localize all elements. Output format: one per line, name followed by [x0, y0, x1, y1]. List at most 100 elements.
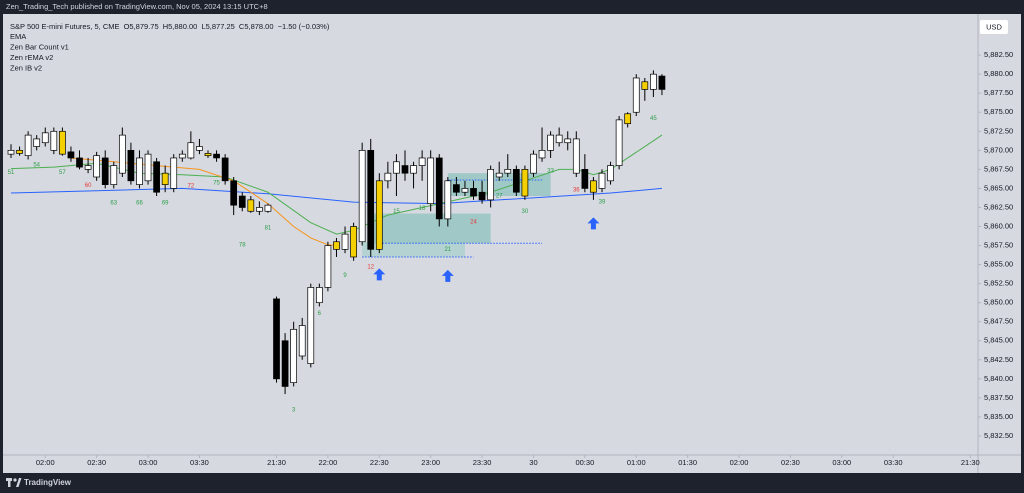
- bar-count-label: 72: [188, 184, 195, 190]
- x-tick-label: 02:00: [36, 458, 55, 467]
- signal-arrow: [441, 269, 454, 282]
- y-tick-label: 5,882.50: [984, 50, 1013, 59]
- bar-count-label: 9: [343, 273, 347, 279]
- x-tick-label: 01:30: [678, 458, 697, 467]
- candle-body: [170, 157, 178, 189]
- currency[interactable]: USD: [986, 22, 1002, 31]
- candle-body: [196, 146, 203, 151]
- candle-body: [161, 172, 169, 185]
- candle-body: [427, 157, 435, 205]
- y-tick-label: 5,832.50: [984, 431, 1013, 440]
- indicator-line: [70, 157, 337, 247]
- candle-body: [264, 204, 272, 212]
- candle-body: [93, 155, 100, 178]
- indicator-name[interactable]: Zen Bar Count v1: [10, 42, 69, 51]
- candle-body: [84, 165, 92, 170]
- candle-body: [650, 73, 657, 90]
- candle-body: [564, 138, 572, 144]
- x-tick-label: 22:30: [370, 458, 389, 467]
- indicator-line: [10, 187, 662, 205]
- ohlc-value: C5,878.00: [239, 22, 274, 31]
- x-tick-label: 00:30: [575, 458, 594, 467]
- bar-count-label: 54: [33, 162, 40, 168]
- candle-body: [144, 153, 152, 182]
- currency-box[interactable]: [980, 20, 1008, 34]
- plot-area: [7, 70, 666, 395]
- candle-body: [478, 191, 486, 201]
- bar-count-label: 81: [265, 226, 272, 232]
- candle-body: [572, 138, 580, 174]
- candle-body: [101, 157, 109, 185]
- bar-count-label: 21: [444, 247, 451, 253]
- candle-body: [470, 188, 477, 197]
- bar-count-label: 69: [162, 200, 169, 206]
- indicator-name[interactable]: EMA: [10, 32, 26, 41]
- bar-count-label: 3: [292, 408, 296, 414]
- y-tick-label: 5,860.00: [984, 221, 1013, 230]
- candle-body: [118, 134, 126, 174]
- candle-body: [615, 119, 623, 166]
- candle-body: [16, 149, 23, 154]
- y-tick-label: 5,875.00: [984, 107, 1013, 116]
- y-tick-label: 5,842.50: [984, 355, 1013, 364]
- bar-count-label: 57: [59, 170, 66, 176]
- candle-body: [238, 195, 246, 208]
- x-tick-label: 03:30: [884, 458, 903, 467]
- candle-body: [324, 245, 332, 288]
- y-tick-label: 5,870.00: [984, 145, 1013, 154]
- bar-count-label: 39: [599, 200, 606, 206]
- candle-body: [487, 169, 494, 201]
- bar-count-label: 30: [522, 209, 529, 215]
- ohlc-change: −1.50 (−0.03%): [278, 22, 330, 31]
- x-tick-label: 22:00: [319, 458, 338, 467]
- candle-body: [187, 142, 195, 159]
- brand: TradingView: [24, 478, 72, 487]
- x-tick-label: 21:30: [267, 458, 286, 467]
- chart-title: S&P 500 E-mini Futures, 5, CME: [10, 22, 120, 31]
- y-tick-label: 5,852.50: [984, 279, 1013, 288]
- candle-body: [367, 149, 375, 250]
- candle-body: [624, 113, 632, 125]
- candle-body: [7, 149, 15, 155]
- candle-body: [410, 165, 417, 174]
- y-tick-label: 5,847.50: [984, 317, 1013, 326]
- candle-body: [315, 287, 323, 304]
- candle-body: [658, 75, 666, 90]
- candle-body: [632, 77, 640, 113]
- candle-body: [50, 130, 58, 151]
- x-tick-label: 30: [529, 458, 537, 467]
- candle-body: [504, 169, 512, 174]
- candle-body: [530, 153, 537, 174]
- y-tick-label: 5,857.50: [984, 241, 1013, 250]
- candle-body: [33, 138, 41, 147]
- candle-body: [590, 180, 597, 193]
- y-tick-label: 5,862.50: [984, 202, 1013, 211]
- y-tick-label: 5,855.00: [984, 260, 1013, 269]
- candle-body: [213, 153, 220, 159]
- candle-body: [350, 226, 357, 258]
- x-tick-label: 23:30: [473, 458, 492, 467]
- bar-count-label: 75: [213, 181, 220, 187]
- bar-count-label: 63: [110, 200, 117, 206]
- candle-body: [256, 207, 263, 212]
- y-tick-label: 5,880.00: [984, 69, 1013, 78]
- candle-body: [358, 149, 366, 243]
- bar-count-label: 33: [547, 168, 554, 174]
- candle-body: [136, 157, 143, 185]
- bar-count-label: 78: [239, 242, 246, 248]
- candle-body: [418, 157, 426, 166]
- candle-body: [24, 134, 32, 157]
- y-tick-label: 5,865.00: [984, 183, 1013, 192]
- bar-count-label: 18: [419, 206, 426, 212]
- y-tick-label: 5,837.50: [984, 393, 1013, 402]
- symbol-legend: S&P 500 E-mini Futures, 5, CME O5,879.75…: [10, 22, 330, 31]
- indicator-name[interactable]: Zen rEMA v2: [10, 53, 53, 62]
- bar-count-label: 36: [573, 188, 580, 194]
- signal-arrow: [587, 217, 600, 230]
- bar-count-label: 60: [85, 183, 92, 189]
- ohlc-value: H5,880.00: [163, 22, 198, 31]
- candle-body: [393, 161, 400, 174]
- indicator-name[interactable]: Zen IB v2: [10, 63, 42, 72]
- candle-body: [512, 169, 520, 193]
- published-note: Zen_Trading_Tech published on TradingVie…: [6, 2, 268, 11]
